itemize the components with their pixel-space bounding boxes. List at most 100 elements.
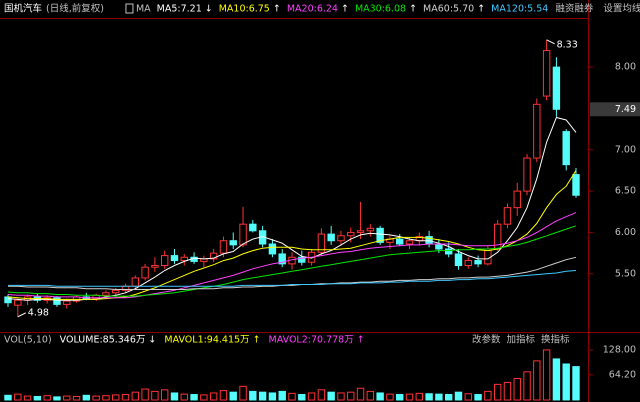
volume-bar: [552, 358, 561, 401]
period-label: (日线,前复权): [46, 3, 104, 15]
last-price-box: [590, 102, 640, 117]
volume-bar: [219, 390, 228, 401]
ma-legend: MA5:7.21: [157, 4, 202, 15]
ma-legend: MA30:6.08: [355, 4, 406, 15]
candle-body: [513, 190, 521, 209]
candle-body: [435, 243, 443, 250]
high-label: 8.33: [557, 39, 578, 50]
ma-trend: ↑: [273, 4, 281, 15]
indicator-name: VOL(5,10): [4, 335, 52, 346]
y-tick-label: 7.00: [615, 144, 636, 155]
volume-bar: [366, 390, 375, 401]
candle-body: [141, 266, 149, 279]
last-price: 7.49: [615, 104, 636, 115]
volume-bar: [533, 360, 541, 401]
volume-bar: [405, 393, 414, 401]
candle-body: [239, 223, 247, 246]
candle-body: [523, 157, 531, 192]
y-tick-label: 64.20: [609, 369, 636, 380]
volume-bar: [131, 391, 140, 401]
volume-bar: [484, 390, 492, 401]
candle-body: [4, 296, 12, 304]
volume-bar: [249, 390, 257, 401]
volume-bar: [298, 394, 306, 401]
volume-bar: [562, 363, 570, 401]
candle-body: [572, 174, 580, 196]
volume-bar: [33, 395, 42, 401]
ma-legend: MA10:6.75: [219, 4, 270, 15]
volume-bar: [53, 396, 61, 401]
candle-body: [542, 50, 551, 97]
vol-legend: VOLUME:85.346万: [60, 335, 146, 346]
indicator-button[interactable]: 加指标: [507, 334, 536, 346]
ma-line: [7, 212, 577, 299]
low-label: 4.98: [28, 307, 49, 318]
candle-body: [131, 277, 140, 287]
y-tick-label: 6.00: [615, 227, 636, 238]
candle-body: [112, 289, 120, 294]
stock-name: 国机汽车: [4, 3, 42, 15]
volume-bar: [151, 390, 159, 401]
candle-body: [317, 233, 326, 253]
volume-bar: [425, 393, 433, 401]
candle-body: [53, 297, 61, 305]
candle-body: [160, 255, 169, 267]
volume-bar: [190, 394, 198, 401]
volume-bar: [337, 392, 345, 401]
volume-bar: [317, 389, 326, 401]
candle-body: [63, 300, 71, 305]
volume-bar: [14, 393, 22, 401]
indicator-button[interactable]: 改参数: [472, 334, 501, 346]
volume-bar: [464, 393, 472, 401]
indicator-button[interactable]: 换指标: [541, 334, 570, 346]
volume-bar: [415, 392, 424, 401]
volume-bar: [112, 394, 120, 401]
volume-bar: [542, 349, 551, 401]
volume-bar: [200, 394, 208, 401]
volume-bar: [493, 383, 502, 401]
volume-bar: [160, 389, 169, 401]
volume-bar: [170, 392, 179, 401]
tool-button[interactable]: 融资融券: [555, 3, 594, 15]
volume-bar: [376, 392, 384, 401]
candle-body: [376, 227, 384, 243]
volume-bar: [4, 394, 12, 401]
candle-body: [503, 207, 512, 225]
volume-bar: [386, 393, 394, 401]
ma-icon: [125, 3, 134, 14]
volume-bar: [258, 391, 267, 401]
volume-bar: [396, 394, 404, 401]
volume-bar: [268, 392, 277, 401]
volume-bar: [435, 393, 443, 401]
volume-bar: [327, 391, 335, 401]
candle-body: [533, 103, 541, 159]
volume-bar: [92, 395, 100, 401]
vol-trend: ↑: [253, 335, 261, 346]
volume-bar: [513, 377, 521, 401]
volume-bar: [43, 395, 51, 401]
candle-body: [464, 260, 472, 267]
volume-bar: [278, 390, 286, 401]
volume-bar: [572, 366, 580, 401]
candle-body: [180, 256, 188, 262]
candle-body: [356, 230, 365, 233]
candle-body: [170, 255, 179, 262]
ma-line: [7, 170, 577, 300]
ma-legend: MA120:5.54: [491, 4, 548, 15]
volume-bar: [503, 381, 512, 401]
volume-bar: [523, 371, 531, 401]
ma-line: [8, 270, 577, 287]
low-pointer: [17, 312, 27, 318]
candle-body: [298, 256, 306, 263]
candle-body: [396, 238, 404, 245]
ma-line: [8, 256, 577, 290]
tool-button[interactable]: 设置均线: [603, 3, 640, 15]
volume-bar: [141, 388, 149, 401]
y-tick-label: 5.50: [615, 268, 636, 279]
volume-bar: [63, 395, 71, 401]
volume-bar: [82, 394, 91, 401]
vol-trend: ↑: [357, 335, 365, 346]
